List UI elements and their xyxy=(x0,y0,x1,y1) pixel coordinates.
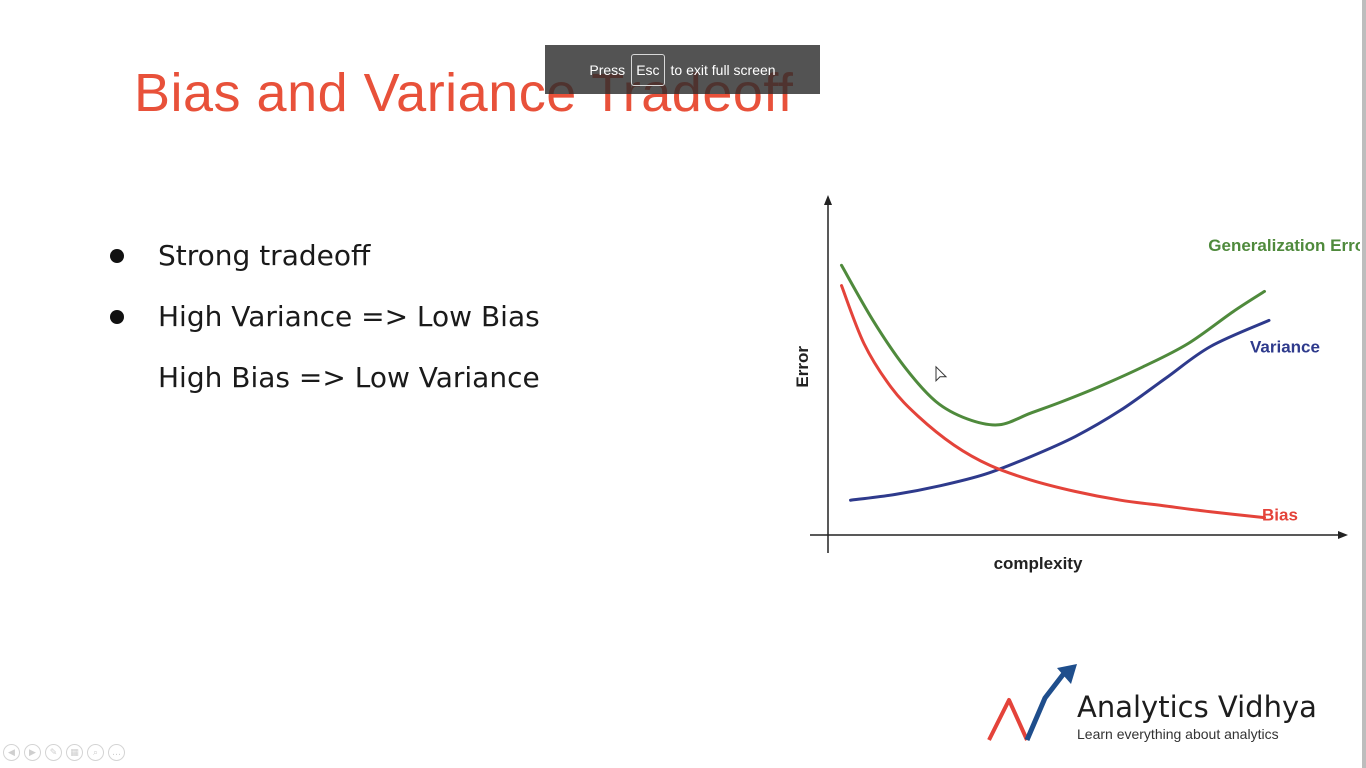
y-axis-label: Error xyxy=(793,346,812,388)
series-label-bias: Bias xyxy=(1262,506,1298,525)
next-icon[interactable]: ▶ xyxy=(24,744,41,761)
pen-icon[interactable]: ✎ xyxy=(45,744,62,761)
bullet-dot-icon xyxy=(110,249,124,263)
fullscreen-exit-notice: Press Esc to exit full screen xyxy=(545,45,820,94)
series-label-generalization-error: Generalization Error xyxy=(1208,236,1360,255)
notice-prefix: Press xyxy=(589,61,626,78)
series-label-variance: Variance xyxy=(1250,337,1320,356)
slides-icon[interactable]: ▦ xyxy=(66,744,83,761)
y-axis-arrow-icon xyxy=(824,195,832,205)
series-line-variance xyxy=(849,318,1271,502)
bullet-item: High Variance => Low Bias xyxy=(108,297,540,358)
logo-name: Analytics Vidhya xyxy=(1077,690,1317,724)
analytics-vidhya-logo: Analytics Vidhya Learn everything about … xyxy=(985,658,1345,748)
presentation-controls: ◀ ▶ ✎ ▦ ⌕ … xyxy=(3,744,125,761)
series-line-bias xyxy=(840,284,1266,520)
bullet-text: Strong tradeoff xyxy=(158,239,371,272)
logo-mark-icon xyxy=(987,664,1077,741)
bullet-text: High Variance => Low Bias xyxy=(158,300,540,333)
mouse-cursor-icon xyxy=(935,365,948,383)
zoom-icon[interactable]: ⌕ xyxy=(87,744,104,761)
window-edge xyxy=(1362,0,1366,768)
bullet-item: High Bias => Low Variance xyxy=(108,358,540,419)
bullet-text: High Bias => Low Variance xyxy=(158,361,540,394)
bias-variance-chart: complexity Error Generalization Error Varia… xyxy=(793,195,1360,573)
more-icon[interactable]: … xyxy=(108,744,125,761)
logo-tagline: Learn everything about analytics xyxy=(1077,726,1279,742)
esc-key-badge[interactable]: Esc xyxy=(631,53,665,86)
bullet-list: Strong tradeoff High Variance => Low Bia… xyxy=(108,236,540,419)
x-axis-label: complexity xyxy=(994,554,1083,573)
notice-suffix: to exit full screen xyxy=(670,61,776,78)
x-axis-arrow-icon xyxy=(1338,531,1348,539)
previous-icon[interactable]: ◀ xyxy=(3,744,20,761)
series-line-generalization-error xyxy=(840,263,1266,427)
bullet-dot-icon xyxy=(110,310,124,324)
bullet-item: Strong tradeoff xyxy=(108,236,540,297)
